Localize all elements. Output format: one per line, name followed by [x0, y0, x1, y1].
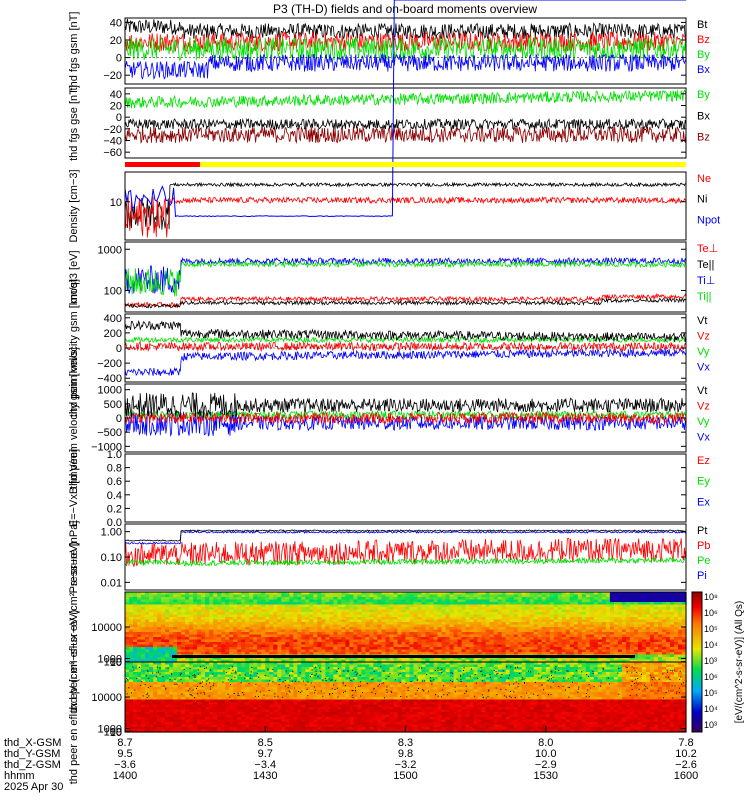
ylabel-fgs_gse: thd fgs gse [nT]	[68, 85, 80, 161]
heatmap-band	[172, 655, 635, 658]
ylabel-efield: E=−VxB [mV/m]	[68, 449, 80, 527]
legend-temperature-1: Te||	[697, 259, 714, 271]
ytick-label-fgs_gsm-0: 40	[110, 17, 122, 29]
legend-efield-2: Ex	[697, 496, 710, 508]
series-fgs_gse-0	[125, 90, 686, 108]
ytick-label-peim_velocity-0: 400	[104, 313, 122, 325]
legend-density-2: Npot	[697, 214, 720, 226]
ytick-label-peim_velocity-4: −400	[97, 373, 122, 385]
legend-peim_velocity-3: Vx	[697, 362, 710, 374]
ytick-label-fgs_gse-2: 0	[116, 112, 122, 124]
legend-density-0: Ne	[697, 173, 711, 185]
legend-pressure-2: Pe	[697, 555, 710, 567]
legend-fgs_gse-0: By	[697, 89, 710, 101]
legend-density-1: Ni	[697, 194, 707, 206]
legend-peem_velocity-0: Vt	[697, 385, 707, 397]
ytick-label-fgs_gse-3: −20	[103, 124, 122, 136]
legend-temperature-2: Ti⊥	[697, 275, 715, 287]
ytick-label-peem_velocity-2: 0	[116, 413, 122, 425]
ytick-label-peem_velocity-1: 500	[104, 399, 122, 411]
ytick-label-peem_velocity-0: 1000	[98, 385, 122, 397]
legend-fgs_gsm-3: Bx	[697, 64, 710, 76]
series-peim-vz	[125, 342, 686, 350]
panel-frame-efield	[125, 454, 686, 522]
legend-peem_velocity-2: Vy	[697, 416, 710, 428]
series-temp-ti-par	[125, 262, 686, 297]
series-peim-vx	[125, 349, 686, 376]
plot-title: P3 (TH-D) fields and on-board moments ov…	[273, 2, 537, 16]
legend-fgs_gsm-0: Bt	[697, 19, 707, 31]
legend-fgs_gsm-1: Bz	[697, 34, 710, 46]
ytick-label-pressure-2: 0.01	[101, 577, 122, 589]
heatmap-peir_eflux	[125, 592, 687, 663]
ytick-label-peim_velocity-3: −200	[97, 358, 122, 370]
legend-efield-0: Ez	[697, 455, 710, 467]
ytick-label-temperature-0: 1000	[98, 244, 122, 256]
legend-fgs_gse-2: Bz	[697, 132, 710, 144]
ytick-label-fgs_gse-1: 20	[110, 101, 122, 113]
series-pressure-pi	[125, 531, 686, 544]
ytick-label-peem_velocity-3: −500	[97, 427, 122, 439]
ytick-label-peir_eflux-3: 10	[110, 657, 122, 669]
ytick-label-efield-4: 0.2	[107, 503, 122, 515]
series-density-ne	[125, 197, 686, 238]
ytick-label-peim_velocity-2: 0	[116, 343, 122, 355]
series-fgs_gse-2	[125, 127, 686, 143]
ytick-label-fgs_gse-5: −60	[103, 147, 122, 159]
legend-pressure-1: Pb	[697, 540, 710, 552]
legend-fgs_gsm-2: By	[697, 49, 710, 61]
ytick-label-efield-0: 1.0	[107, 449, 122, 461]
series-density-ni	[125, 183, 686, 230]
ytick-label-efield-2: 0.6	[107, 476, 122, 488]
legend-pressure-3: Pi	[697, 570, 707, 582]
legend-peem_velocity-1: Vz	[697, 401, 710, 413]
legend-peim_velocity-0: Vt	[697, 315, 707, 327]
legend-peem_velocity-3: Vx	[697, 432, 710, 444]
legend-peim_velocity-1: Vz	[697, 331, 710, 343]
legend-temperature-3: Ti||	[697, 291, 711, 303]
ytick-label-pressure-1: 0.10	[101, 552, 122, 564]
ytick-label-fgs_gsm-2: 0	[116, 53, 122, 65]
ytick-label-efield-1: 0.8	[107, 463, 122, 475]
legend-fgs_gse-1: Bx	[697, 110, 710, 122]
legend-efield-1: Ey	[697, 476, 710, 488]
series-temp-ti-perp	[125, 258, 686, 294]
ytick-label-peir_eflux-0: 10000	[91, 622, 122, 634]
heatmap-peer_eflux	[125, 662, 687, 733]
ytick-label-fgs_gse-4: −40	[103, 136, 122, 148]
series-pressure-pt	[125, 530, 686, 541]
ytick-label-fgs_gsm-3: −20	[103, 70, 122, 82]
ytick-label-fgs_gse-0: 40	[110, 89, 122, 101]
panel-frame-density	[125, 172, 686, 240]
ytick-label-fgs_gsm-1: 20	[110, 35, 122, 47]
legend-peim_velocity-2: Vy	[697, 346, 710, 358]
ylabel-density: Density [cm−3]	[68, 169, 80, 242]
ytick-label-efield-3: 0.4	[107, 490, 122, 502]
ytick-label-density-0: 10	[110, 197, 122, 209]
ytick-label-pressure-0: 1.00	[101, 527, 122, 539]
legend-pressure-0: Pt	[697, 525, 707, 537]
ylabel-fgs_gsm: thd fgs gsm [nT]	[68, 12, 80, 91]
legend-temperature-0: Te⊥	[697, 243, 718, 255]
ytick-label-peim_velocity-1: 200	[104, 328, 122, 340]
ytick-label-temperature-1: 100	[104, 285, 122, 297]
